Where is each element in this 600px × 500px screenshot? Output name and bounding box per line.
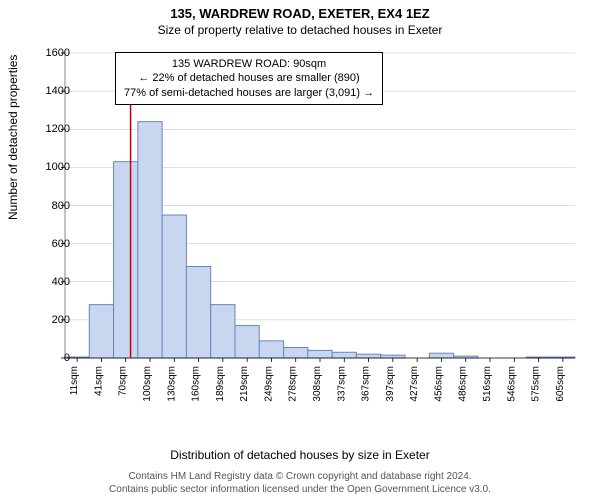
footer-line1: Contains HM Land Registry data © Crown c… bbox=[0, 471, 600, 484]
histogram-bar bbox=[356, 354, 380, 358]
x-tick-label: 41sqm bbox=[93, 366, 104, 396]
annotation-line2: ← 22% of detached houses are smaller (89… bbox=[124, 71, 374, 85]
footer-credits: Contains HM Land Registry data © Crown c… bbox=[0, 471, 600, 496]
x-tick-label: 367sqm bbox=[361, 366, 372, 402]
y-tick-label: 800 bbox=[52, 200, 70, 212]
annotation-box: 135 WARDREW ROAD: 90sqm ← 22% of detache… bbox=[115, 52, 383, 105]
y-tick-label: 1600 bbox=[46, 47, 70, 59]
histogram-bar bbox=[114, 162, 138, 358]
histogram-bar bbox=[211, 305, 235, 358]
x-tick-label: 516sqm bbox=[482, 366, 493, 402]
y-tick-label: 1400 bbox=[46, 85, 70, 97]
histogram-bar bbox=[186, 267, 210, 359]
x-tick-label: 249sqm bbox=[263, 366, 274, 402]
footer-line2: Contains public sector information licen… bbox=[0, 484, 600, 497]
histogram-bar bbox=[162, 215, 186, 358]
x-tick-label: 486sqm bbox=[458, 366, 469, 402]
y-axis-label: Number of detached properties bbox=[6, 55, 20, 220]
x-tick-label: 219sqm bbox=[239, 366, 250, 402]
chart-title: 135, WARDREW ROAD, EXETER, EX4 1EZ bbox=[0, 0, 600, 21]
x-tick-label: 189sqm bbox=[215, 366, 226, 402]
x-tick-label: 337sqm bbox=[336, 366, 347, 402]
x-tick-label: 278sqm bbox=[288, 366, 299, 402]
histogram-bar bbox=[89, 305, 113, 358]
x-tick-label: 456sqm bbox=[433, 366, 444, 402]
x-tick-label: 11sqm bbox=[69, 366, 80, 395]
annotation-line1: 135 WARDREW ROAD: 90sqm bbox=[124, 57, 374, 71]
y-tick-label: 400 bbox=[52, 276, 70, 288]
chart-container: 135, WARDREW ROAD, EXETER, EX4 1EZ Size … bbox=[0, 0, 600, 500]
histogram-bar bbox=[235, 326, 259, 358]
histogram-bar bbox=[332, 352, 356, 358]
histogram-bar bbox=[284, 348, 308, 358]
y-tick-label: 1200 bbox=[46, 123, 70, 135]
y-tick-label: 200 bbox=[52, 314, 70, 326]
x-tick-label: 160sqm bbox=[191, 366, 202, 402]
x-axis-label: Distribution of detached houses by size … bbox=[0, 448, 600, 462]
annotation-line3: 77% of semi-detached houses are larger (… bbox=[124, 86, 374, 100]
histogram-bar bbox=[429, 353, 453, 358]
x-tick-label: 546sqm bbox=[506, 366, 517, 402]
x-tick-label: 575sqm bbox=[531, 366, 542, 402]
x-tick-label: 130sqm bbox=[166, 366, 177, 402]
histogram-bar bbox=[381, 355, 405, 358]
x-tick-label: 605sqm bbox=[555, 366, 566, 402]
y-tick-label: 0 bbox=[64, 352, 70, 364]
y-tick-label: 600 bbox=[52, 238, 70, 250]
histogram-bar bbox=[259, 341, 283, 358]
x-tick-label: 70sqm bbox=[118, 366, 129, 396]
chart-subtitle: Size of property relative to detached ho… bbox=[0, 21, 600, 37]
x-tick-label: 427sqm bbox=[409, 366, 420, 402]
y-tick-label: 1000 bbox=[46, 161, 70, 173]
histogram-bar bbox=[138, 122, 162, 358]
x-tick-label: 397sqm bbox=[385, 366, 396, 402]
x-tick-label: 100sqm bbox=[142, 366, 153, 402]
histogram-bar bbox=[308, 350, 332, 358]
x-tick-label: 308sqm bbox=[312, 366, 323, 402]
